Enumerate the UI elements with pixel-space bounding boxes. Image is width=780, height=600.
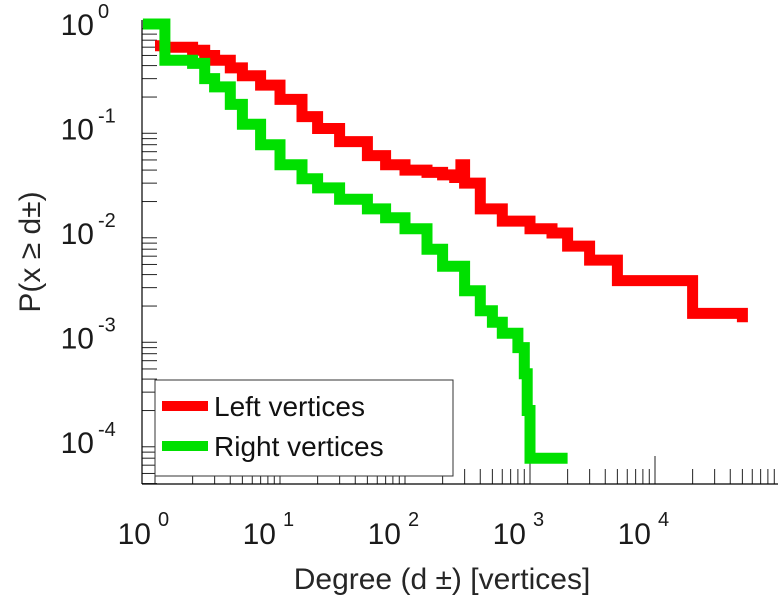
x-tick-base: 10 (493, 518, 526, 551)
series-line-right-vertices (142, 18, 568, 464)
y-tick-exponent: -2 (98, 210, 116, 232)
y-tick-exponent: -4 (98, 419, 116, 441)
y-tick-exponent: -1 (98, 106, 116, 128)
x-tick-base: 10 (243, 518, 276, 551)
x-tick-base: 10 (618, 518, 651, 551)
x-tick-exponent: 1 (283, 509, 294, 531)
x-tick-exponent: 2 (408, 509, 419, 531)
series-line-left-vertices (155, 40, 748, 323)
x-tick-exponent: 0 (158, 509, 169, 531)
y-tick-exponent: -3 (98, 315, 116, 337)
y-tick-base: 10 (61, 323, 94, 356)
x-tick-base: 10 (118, 518, 151, 551)
y-tick-base: 10 (61, 427, 94, 460)
y-tick-base: 10 (61, 114, 94, 147)
x-tick-exponent: 3 (533, 509, 544, 531)
y-tick-exponent: 0 (98, 1, 109, 23)
x-axis-label: Degree (d ±) [vertices] (294, 563, 591, 596)
x-tick-exponent: 4 (658, 509, 669, 531)
x-tick-base: 10 (368, 518, 401, 551)
legend-label-right: Right vertices (214, 431, 384, 462)
series-layer (142, 18, 748, 464)
legend-label-left: Left vertices (214, 391, 365, 422)
legend: Left vertices Right vertices (154, 379, 454, 477)
y-tick-base: 10 (61, 9, 94, 42)
x-tick-labels: 10 0 10 1 10 2 10 3 10 4 (118, 509, 670, 551)
y-axis-label: P(x ≥ d±) (14, 191, 47, 312)
plot-frame (141, 20, 778, 485)
legend-box (154, 379, 454, 477)
y-tick-base: 10 (61, 218, 94, 251)
